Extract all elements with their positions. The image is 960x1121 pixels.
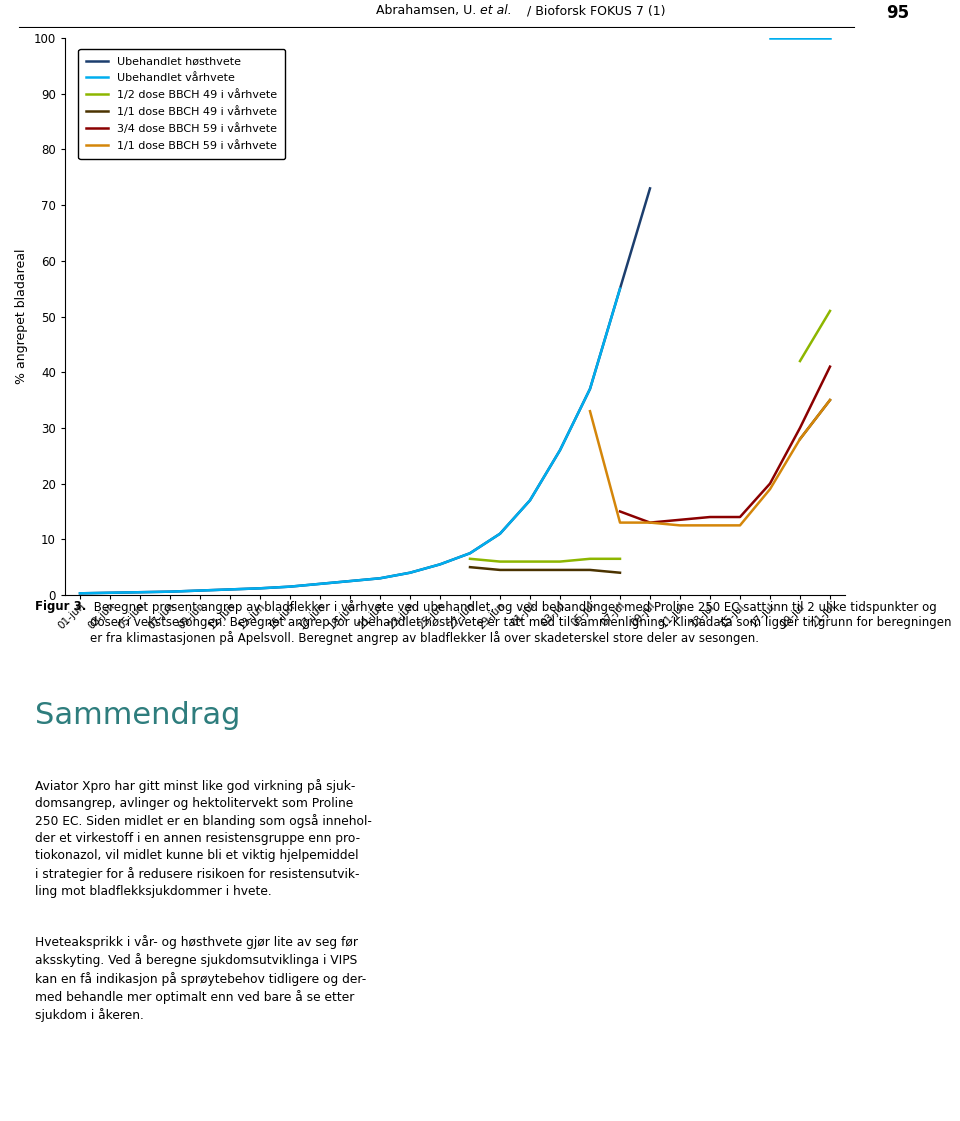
Text: Figur 3.: Figur 3. — [35, 600, 86, 613]
Text: / Bioforsk FOKUS 7 (1): / Bioforsk FOKUS 7 (1) — [523, 4, 665, 17]
Text: et al.: et al. — [480, 4, 512, 17]
Text: Korn: Korn — [910, 400, 925, 441]
Y-axis label: % angrepet bladareal: % angrepet bladareal — [15, 249, 28, 385]
Text: Beregnet prosent angrep av bladflekker i vårhvete ved ubehandlet, og ved behandl: Beregnet prosent angrep av bladflekker i… — [90, 600, 951, 645]
Text: Sammendrag: Sammendrag — [35, 701, 240, 730]
Text: Aviator Xpro har gitt minst like god virkning på sjuk-
domsangrep, avlinger og h: Aviator Xpro har gitt minst like god vir… — [35, 779, 372, 898]
Text: 95: 95 — [886, 3, 909, 21]
Legend: Ubehandlet høsthvete, Ubehandlet vårhvete, 1/2 dose BBCH 49 i vårhvete, 1/1 dose: Ubehandlet høsthvete, Ubehandlet vårhvet… — [79, 49, 285, 159]
Text: Hveteaksprikk i vår- og høsthvete gjør lite av seg før
aksskyting. Ved å beregne: Hveteaksprikk i vår- og høsthvete gjør l… — [35, 935, 367, 1022]
Text: Abrahamsen, U.: Abrahamsen, U. — [375, 4, 480, 17]
